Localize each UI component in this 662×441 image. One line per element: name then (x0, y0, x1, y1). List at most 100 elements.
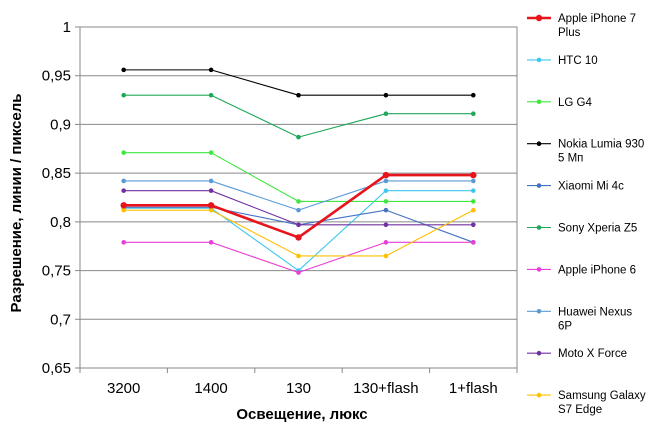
y-tick-label: 0,7 (50, 311, 71, 328)
x-axis-title: Освещение, люкс (236, 406, 367, 423)
data-point (121, 188, 126, 193)
series-8 (121, 188, 476, 228)
data-point (208, 67, 214, 73)
data-point (121, 92, 126, 98)
x-tick-label: 3200 (107, 380, 140, 397)
data-point (471, 178, 476, 184)
series-line (123, 152, 474, 202)
gridlines (79, 26, 518, 369)
data-point (121, 240, 126, 245)
legend: Apple iPhone 7 Plus HTC 10 LG G4 Nokia Lumia… (527, 13, 646, 416)
legend-swatch-marker (536, 392, 542, 398)
legend-item: Moto X Force (527, 348, 627, 360)
legend-swatch-marker (536, 57, 542, 63)
data-point (121, 178, 126, 184)
legend-swatch-marker (536, 350, 542, 356)
legend-swatch-marker (535, 14, 543, 22)
y-tick-label: 0,75 (42, 263, 71, 280)
data-point (383, 111, 389, 117)
x-tick-label: 130 (286, 380, 311, 397)
data-point (296, 253, 301, 259)
data-point (208, 92, 214, 98)
data-point (208, 207, 214, 213)
legend-label: Huawei Nexus (558, 306, 632, 318)
series-5 (121, 92, 476, 140)
legend-label: Nokia Lumia 930 (558, 139, 644, 151)
y-tick-label: 0,65 (42, 360, 71, 377)
x-axis-ticks: 3200 1400 130 130+flash 1+flash (79, 368, 518, 397)
series-3 (121, 67, 476, 98)
y-tick-label: 0,8 (50, 214, 71, 231)
series-line (123, 209, 474, 257)
legend-label: Moto X Force (558, 348, 627, 360)
series-line (123, 173, 474, 239)
data-point (383, 253, 389, 259)
legend-label: 6P (558, 320, 572, 332)
data-point (471, 199, 476, 204)
data-point (296, 134, 301, 140)
data-point (471, 111, 476, 117)
data-point (208, 240, 214, 245)
data-point (121, 150, 126, 155)
data-point (296, 222, 301, 228)
data-point (296, 270, 301, 275)
data-point (208, 150, 214, 155)
data-point (383, 92, 389, 98)
legend-item: Apple iPhone 6 (527, 264, 636, 276)
x-tick-label: 1400 (194, 380, 227, 397)
series-2 (121, 150, 476, 204)
data-point (471, 188, 476, 193)
data-point (208, 188, 214, 193)
y-tick-label: 0,95 (42, 68, 71, 85)
series-6 (121, 240, 476, 275)
data-point (121, 207, 126, 213)
data-point (471, 222, 476, 228)
series-line (123, 94, 474, 138)
series-9 (121, 207, 476, 259)
data-point (120, 202, 127, 209)
legend-swatch-marker (536, 183, 542, 188)
legend-label: S7 Edge (558, 404, 602, 416)
data-point (296, 207, 301, 213)
legend-label: HTC 10 (558, 55, 598, 67)
legend-label: Plus (558, 27, 581, 39)
legend-item: Huawei Nexus 6P (527, 306, 632, 332)
legend-swatch-marker (536, 309, 542, 314)
legend-label: Samsung Galaxy (558, 390, 646, 402)
legend-label: Apple iPhone 7 (558, 13, 636, 25)
legend-label: LG G4 (558, 97, 592, 109)
series-line (123, 69, 474, 96)
legend-item: LG G4 (527, 97, 592, 109)
data-point (208, 178, 214, 184)
data-point (383, 199, 389, 204)
x-tick-label: 130+flash (353, 380, 418, 397)
data-point (383, 188, 389, 193)
data-point (296, 92, 301, 98)
legend-swatch-marker (536, 267, 542, 272)
series-0 (120, 171, 477, 241)
legend-item: Apple iPhone 7 Plus (527, 13, 636, 39)
data-point (383, 178, 389, 184)
legend-item: Samsung Galaxy S7 Edge (527, 390, 646, 416)
y-axis-ticks: 0,65 0,7 0,75 0,8 0,85 0,9 0,95 1 (42, 19, 80, 377)
x-tick-label: 1+flash (449, 380, 498, 397)
legend-label: Xiaomi Mi 4c (558, 181, 624, 193)
data-point (471, 92, 476, 98)
y-tick-label: 1 (63, 19, 71, 36)
y-tick-label: 0,9 (50, 116, 71, 133)
legend-label: Apple iPhone 6 (558, 264, 636, 276)
data-point (207, 202, 215, 209)
data-point (383, 240, 389, 245)
data-point (470, 171, 477, 179)
data-point (295, 234, 302, 241)
series-lines (120, 67, 477, 275)
legend-swatch-marker (536, 99, 542, 105)
legend-swatch-marker (536, 225, 542, 230)
data-point (296, 199, 301, 204)
y-tick-label: 0,85 (42, 165, 71, 182)
legend-label: 5 Мп (558, 153, 583, 165)
legend-item: Sony Xperia Z5 (527, 223, 637, 235)
data-point (382, 171, 390, 179)
data-point (383, 222, 389, 228)
